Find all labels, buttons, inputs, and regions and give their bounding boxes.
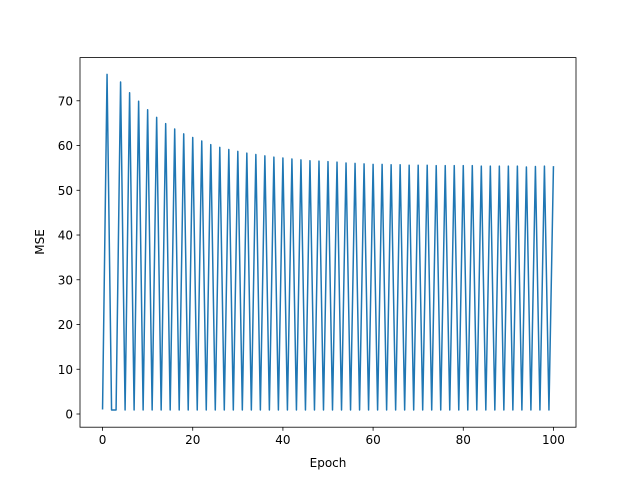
- x-tick-label: 40: [275, 433, 290, 447]
- y-tick-label: 10: [58, 363, 73, 377]
- plot-frame: [79, 57, 577, 428]
- x-tick-label: 60: [365, 433, 380, 447]
- y-tick-label: 40: [58, 229, 73, 243]
- y-tick-label: 50: [58, 184, 73, 198]
- y-tick-label: 60: [58, 139, 73, 153]
- x-tick-label: 80: [456, 433, 471, 447]
- y-axis-label: MSE: [33, 229, 47, 255]
- x-axis-label: Epoch: [310, 456, 347, 470]
- x-tick-label: 100: [542, 433, 565, 447]
- x-tick-label: 0: [99, 433, 107, 447]
- data-line: [101, 73, 555, 411]
- y-tick-label: 20: [58, 318, 73, 332]
- y-tick-label: 70: [58, 94, 73, 108]
- y-tick-label: 30: [58, 273, 73, 287]
- y-tick-label: 0: [65, 408, 73, 422]
- x-tick-label: 20: [185, 433, 200, 447]
